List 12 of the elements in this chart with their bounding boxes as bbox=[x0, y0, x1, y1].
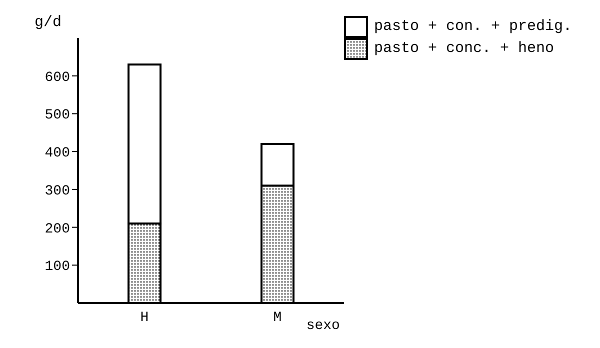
x-axis-title: sexo bbox=[306, 318, 340, 334]
x-tick-label: M bbox=[273, 310, 282, 326]
text: pasto + conc. + heno bbox=[374, 39, 554, 59]
y-tick-label: 100 bbox=[44, 259, 70, 276]
y-tick-label: 500 bbox=[44, 108, 70, 124]
text: pasto + con. + predig. bbox=[374, 17, 572, 37]
y-tick-label: 400 bbox=[44, 146, 70, 162]
y-tick-label: 600 bbox=[44, 70, 70, 86]
y-axis-title: g/d bbox=[34, 14, 62, 31]
y-tick-label: 300 bbox=[44, 183, 70, 200]
x-tick-label: H bbox=[140, 310, 149, 326]
y-tick-label: 200 bbox=[44, 221, 70, 238]
